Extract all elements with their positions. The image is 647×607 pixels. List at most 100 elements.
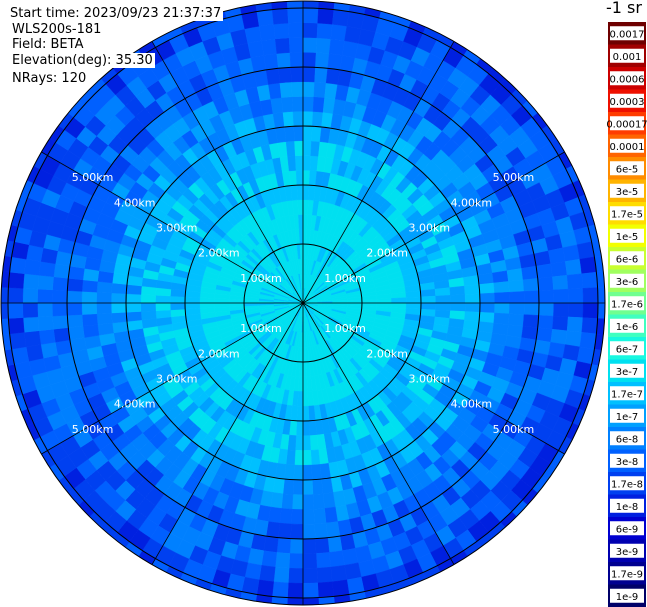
range-gate-cell [302, 170, 311, 186]
colorbar-tick-label: 1e-6 [616, 322, 639, 333]
range-gate-cell [244, 25, 262, 44]
range-gate-cell [291, 96, 304, 112]
range-gate-cell [565, 330, 582, 348]
range-gate-cell [302, 523, 316, 540]
range-gate-cell [341, 548, 359, 566]
colorbar-label-box [610, 273, 644, 288]
range-gate-cell [327, 53, 343, 71]
range-gate-cell [288, 170, 298, 186]
colorbar-label-box [610, 71, 644, 86]
range-gate-cell [111, 282, 128, 294]
range-gate-cell [155, 302, 171, 311]
range-gate-cell [296, 184, 304, 201]
range-gate-cell [302, 494, 315, 510]
range-gate-cell [297, 199, 304, 215]
range-gate-cell [276, 52, 291, 69]
range-gate-cell [310, 449, 321, 466]
range-gate-cell [328, 550, 345, 568]
colorbar-tick-label: 6e-6 [616, 254, 639, 265]
range-gate-cell [298, 229, 304, 245]
range-gate-cell [286, 0, 304, 9]
range-gate-cell [523, 290, 540, 304]
range-gate-cell [302, 81, 315, 97]
range-gate-cell [22, 316, 40, 333]
range-gate-cell [330, 565, 348, 582]
range-gate-cell [288, 22, 304, 39]
range-gate-cell [581, 317, 598, 335]
range-gate-cell [52, 289, 68, 304]
range-gate-cell [81, 313, 98, 327]
range-gate-cell [37, 302, 53, 318]
range-gate-cell [287, 155, 297, 172]
range-gate-cell [291, 81, 304, 97]
range-gate-cell [270, 97, 284, 114]
colorbar-tick-label: 0.001 [613, 52, 642, 63]
range-gate-cell [493, 312, 510, 325]
range-gate-cell [263, 53, 279, 71]
range-gate-cell [184, 296, 201, 304]
range-gate-cell [479, 302, 495, 314]
range-gate-cell [450, 294, 466, 304]
range-gate-cell [506, 268, 524, 282]
range-gate-cell [25, 344, 44, 362]
colorbar-tick-label: 0.0003 [610, 97, 645, 108]
range-gate-cell [296, 405, 304, 422]
range-gate-cell [170, 308, 186, 318]
range-gate-cell [271, 8, 289, 25]
range-gate-cell [302, 7, 319, 24]
range-gate-cell [302, 376, 308, 392]
colorbar-tick-label: 3e-8 [616, 457, 639, 468]
range-gate-cell [273, 22, 290, 40]
range-gate-cell [96, 281, 113, 294]
range-gate-cell [37, 275, 54, 291]
range-gate-cell [214, 302, 230, 308]
range-gate-cell [111, 292, 127, 304]
range-gate-cell [288, 37, 304, 53]
range-gate-cell [276, 537, 291, 554]
range-gate-cell [290, 523, 304, 540]
range-gate-cell [302, 361, 308, 377]
range-ring-label: 3.00km [408, 372, 450, 385]
range-gate-cell [279, 508, 293, 525]
range-gate-cell [290, 66, 304, 83]
azimuth-spoke [151, 302, 304, 565]
colorbar-tick-label: 0.00017 [606, 119, 647, 130]
range-ring-label: 2.00km [198, 347, 240, 360]
range-gate-cell [313, 81, 327, 98]
range-gate-cell [292, 111, 304, 127]
range-gate-cell [330, 24, 348, 41]
range-gate-cell [325, 521, 341, 538]
range-ring-label: 1.00km [324, 272, 366, 285]
range-gate-cell [37, 315, 54, 331]
range-gate-cell [309, 434, 319, 451]
range-gate-cell [53, 327, 71, 343]
range-gate-cell [294, 450, 304, 466]
range-gate-cell [140, 294, 156, 304]
range-gate-cell [155, 295, 171, 304]
range-ring-label: 2.00km [366, 347, 408, 360]
range-gate-cell [125, 293, 142, 304]
range-gate-cell [566, 316, 584, 333]
range-gate-cell [567, 302, 584, 318]
colorbar-label-box [610, 341, 644, 356]
range-gate-cell [322, 492, 336, 509]
range-gate-cell [170, 295, 186, 304]
range-gate-cell [535, 327, 553, 343]
range-gate-cell [289, 52, 304, 68]
range-gate-cell [199, 302, 215, 309]
range-gate-cell [278, 522, 292, 539]
range-gate-cell [302, 22, 318, 39]
range-gate-cell [81, 302, 97, 315]
colorbar-label-box [610, 48, 644, 63]
range-gate-cell [284, 464, 295, 480]
range-gate-cell [302, 405, 310, 422]
colorbar-label-box [610, 93, 644, 108]
colorbar-tick-label: 0.0006 [610, 74, 645, 85]
range-gate-cell [314, 522, 328, 539]
colorbar-tick-label: 1e-8 [616, 502, 639, 513]
colorbar-label-box [610, 521, 644, 536]
range-gate-cell [582, 302, 599, 319]
range-gate-cell [302, 125, 313, 142]
range-gate-cell [464, 293, 481, 304]
